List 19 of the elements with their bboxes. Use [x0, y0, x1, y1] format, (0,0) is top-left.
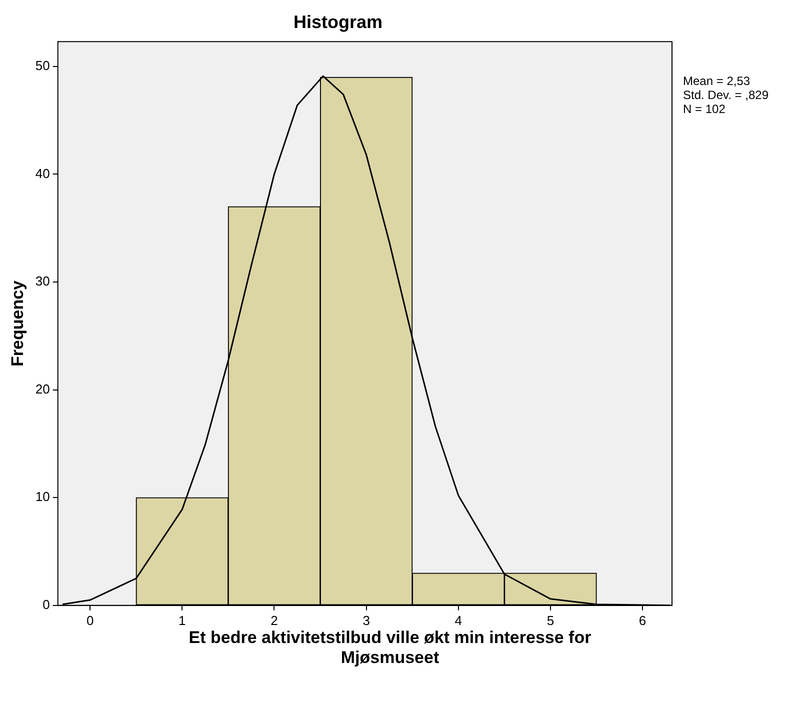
x-tick-label: 3	[362, 612, 370, 628]
x-axis-title: Et bedre aktivitetstilbud ville økt min interesse for Mjøsmuseet	[188, 628, 592, 668]
x-tick-label: 2	[270, 612, 278, 628]
y-tick-label: 30	[35, 274, 50, 289]
x-tick-label: 5	[546, 612, 554, 628]
y-tick-label: 10	[35, 489, 50, 504]
text: N = 102	[683, 102, 726, 116]
text: Mean = 2,53	[683, 74, 752, 88]
x-tick-label: 6	[638, 612, 646, 628]
y-tick-label: 50	[35, 58, 50, 73]
text: Std. Dev. = ,829	[683, 88, 768, 102]
y-tick-label: 20	[35, 381, 50, 396]
y-tick-label: 40	[35, 166, 50, 181]
y-axis-title: Frequency	[8, 280, 27, 366]
x-tick-label: 1	[178, 612, 186, 628]
x-tick-label: 0	[86, 612, 94, 628]
y-tick-label: 0	[42, 596, 50, 612]
chart-title: Histogram	[293, 12, 383, 32]
x-tick-label: 4	[454, 612, 462, 628]
